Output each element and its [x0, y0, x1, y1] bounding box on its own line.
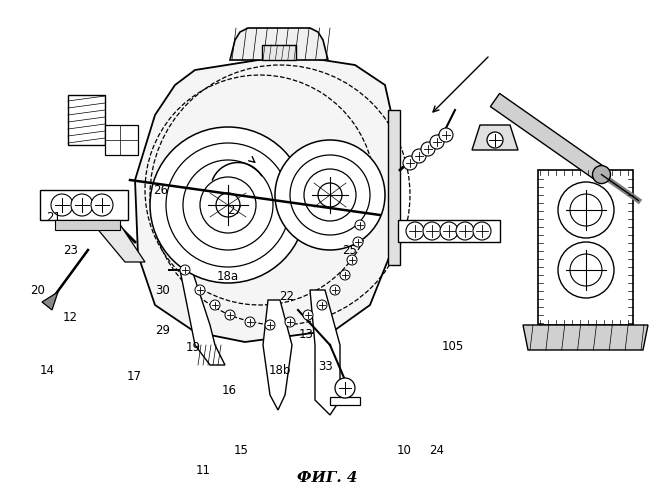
Polygon shape	[40, 190, 128, 220]
Polygon shape	[135, 55, 395, 342]
Polygon shape	[230, 28, 328, 60]
Polygon shape	[310, 290, 340, 415]
Circle shape	[245, 317, 255, 327]
Text: 16: 16	[222, 384, 236, 398]
Circle shape	[51, 194, 73, 216]
Text: 13: 13	[299, 328, 313, 342]
Circle shape	[200, 177, 256, 233]
Circle shape	[150, 127, 306, 283]
Circle shape	[195, 285, 205, 295]
Circle shape	[473, 222, 491, 240]
Text: 26: 26	[153, 184, 167, 198]
Text: 20: 20	[31, 284, 45, 298]
Polygon shape	[330, 397, 360, 405]
Circle shape	[347, 255, 357, 265]
Text: 14: 14	[40, 364, 54, 376]
Circle shape	[335, 378, 355, 398]
Circle shape	[304, 169, 356, 221]
Text: 33: 33	[318, 360, 333, 372]
Circle shape	[265, 320, 275, 330]
Text: 23: 23	[63, 244, 78, 258]
Text: 27: 27	[227, 204, 241, 218]
Circle shape	[216, 193, 240, 217]
Circle shape	[91, 194, 113, 216]
Circle shape	[355, 220, 365, 230]
Text: 10: 10	[397, 444, 411, 456]
Text: 24: 24	[430, 444, 444, 458]
Text: 21: 21	[46, 211, 61, 224]
Circle shape	[421, 142, 435, 156]
Circle shape	[225, 310, 235, 320]
Polygon shape	[75, 202, 145, 262]
Circle shape	[317, 300, 327, 310]
Polygon shape	[55, 220, 120, 230]
Circle shape	[210, 300, 220, 310]
Circle shape	[430, 135, 444, 149]
Text: 18a: 18a	[216, 270, 239, 282]
Polygon shape	[263, 300, 292, 410]
Circle shape	[285, 317, 295, 327]
Circle shape	[318, 183, 342, 207]
Polygon shape	[388, 110, 400, 265]
Polygon shape	[262, 45, 296, 60]
Circle shape	[423, 222, 441, 240]
Circle shape	[558, 182, 614, 238]
Circle shape	[439, 128, 453, 142]
Polygon shape	[472, 125, 518, 150]
Circle shape	[330, 285, 340, 295]
Circle shape	[406, 222, 424, 240]
Text: ФИГ. 4: ФИГ. 4	[297, 471, 357, 485]
Polygon shape	[538, 170, 633, 325]
Text: 29: 29	[155, 324, 169, 338]
Circle shape	[558, 242, 614, 298]
Text: 105: 105	[441, 340, 464, 352]
Circle shape	[456, 222, 474, 240]
Text: 17: 17	[127, 370, 141, 382]
Polygon shape	[168, 270, 225, 365]
Text: 30: 30	[155, 284, 169, 298]
Circle shape	[412, 149, 426, 163]
Text: 11: 11	[196, 464, 210, 477]
Circle shape	[71, 194, 93, 216]
Circle shape	[180, 265, 190, 275]
Polygon shape	[523, 325, 648, 350]
Polygon shape	[398, 220, 500, 242]
Circle shape	[487, 132, 503, 148]
Text: 18b: 18b	[269, 364, 291, 378]
Text: 25: 25	[343, 244, 357, 258]
Circle shape	[593, 166, 610, 184]
Circle shape	[353, 237, 363, 247]
Polygon shape	[490, 94, 606, 181]
Circle shape	[403, 156, 417, 170]
Polygon shape	[105, 125, 138, 155]
Circle shape	[340, 270, 350, 280]
Text: 19: 19	[186, 341, 200, 354]
Text: 22: 22	[279, 290, 294, 302]
Polygon shape	[42, 292, 58, 310]
Text: 12: 12	[63, 311, 78, 324]
Circle shape	[303, 310, 313, 320]
Polygon shape	[68, 95, 105, 145]
Circle shape	[440, 222, 458, 240]
Text: 15: 15	[233, 444, 248, 458]
Circle shape	[275, 140, 385, 250]
